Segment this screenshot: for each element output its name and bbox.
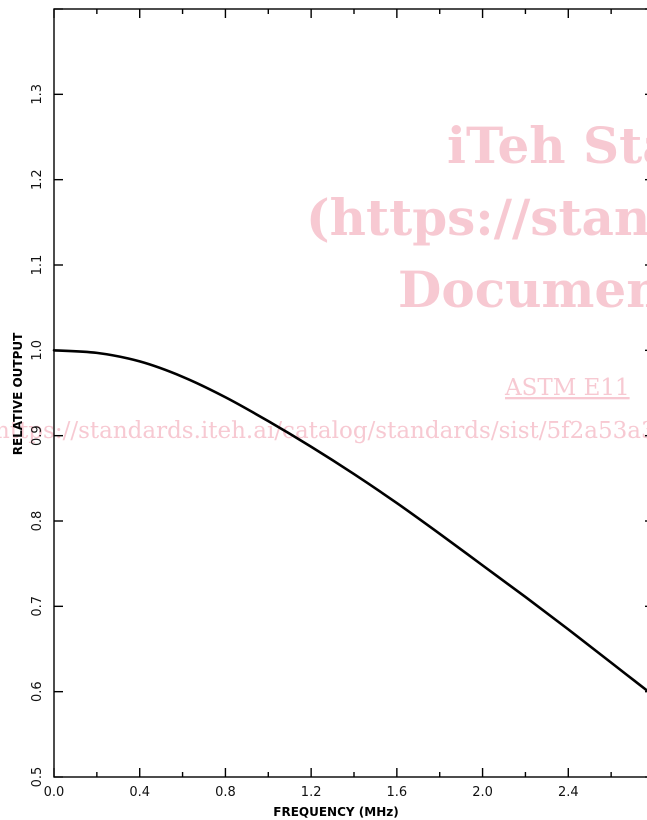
y-tick-label: 1.2 <box>30 169 45 190</box>
x-tick-label: 0.0 <box>44 785 65 800</box>
y-tick-label: 0.7 <box>30 596 45 617</box>
x-tick-label: 2.4 <box>558 785 579 800</box>
y-tick-label: 1.3 <box>30 84 45 105</box>
x-axis-title: FREQUENCY (MHz) <box>273 805 398 819</box>
y-tick-label: 0.9 <box>30 425 45 446</box>
watermark-line-3: Documen <box>398 260 647 319</box>
x-tick-label: 0.8 <box>215 785 236 800</box>
x-tick-label: 0.4 <box>129 785 150 800</box>
y-tick-label: 0.5 <box>30 767 45 788</box>
watermark-line-1: iTeh Sta <box>447 116 647 175</box>
y-axis-tick-labels: 0.5 0.6 0.7 0.8 0.9 1.0 1.1 1.2 1.3 <box>30 84 45 787</box>
x-tick-label: 2.0 <box>472 785 493 800</box>
x-tick-label: 1.6 <box>387 785 408 800</box>
y-axis-title: RELATIVE OUTPUT <box>11 332 25 455</box>
watermark-line-5: https://standards.iteh.ai/catalog/standa… <box>0 418 647 444</box>
x-axis-ticks <box>53 9 612 777</box>
watermark-line-2: (https://stand <box>306 188 647 247</box>
y-tick-label: 1.0 <box>30 340 45 361</box>
watermark: iTeh Sta (https://stand Documen ASTM E11… <box>0 116 647 444</box>
x-axis-tick-labels: 0.0 0.4 0.8 1.2 1.6 2.0 2.4 <box>44 785 579 800</box>
watermark-line-4: ASTM E11 <box>504 375 630 401</box>
y-tick-label: 1.1 <box>30 255 45 276</box>
y-tick-label: 0.8 <box>30 511 45 532</box>
y-tick-label: 0.6 <box>30 681 45 702</box>
series-line <box>52 349 647 693</box>
x-tick-label: 1.2 <box>301 785 322 800</box>
